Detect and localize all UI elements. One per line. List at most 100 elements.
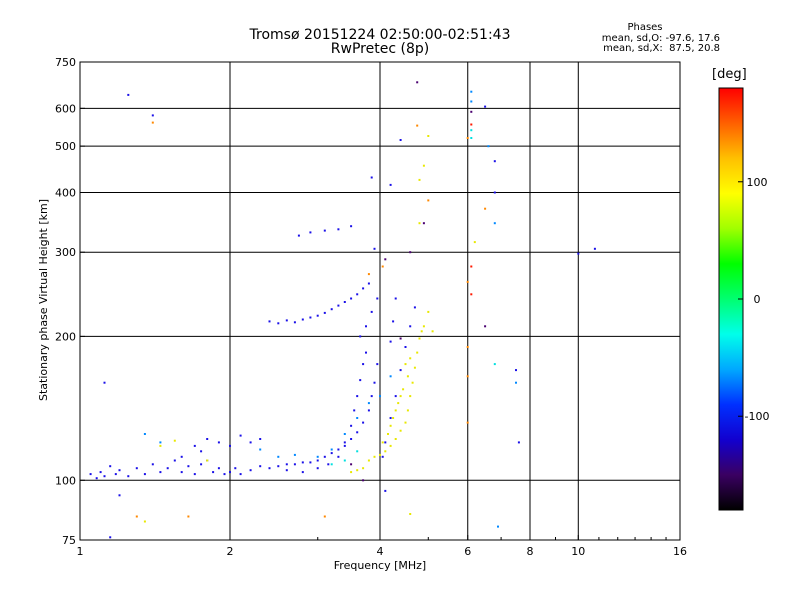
data-point	[409, 357, 412, 360]
data-point	[316, 459, 319, 462]
data-point	[394, 297, 397, 300]
data-point	[323, 455, 326, 458]
data-point	[418, 178, 421, 181]
data-point	[484, 105, 487, 108]
data-point	[259, 465, 262, 468]
data-point	[413, 366, 416, 369]
data-point	[470, 90, 473, 93]
data-point	[427, 199, 430, 202]
data-point	[406, 375, 409, 378]
data-point	[384, 489, 387, 492]
x-tick-label: 6	[464, 545, 471, 558]
y-tick-label: 100	[55, 474, 76, 487]
data-point	[427, 135, 430, 137]
data-point	[277, 465, 280, 468]
data-point	[402, 388, 405, 391]
data-point	[409, 251, 412, 254]
data-point	[470, 137, 473, 139]
data-point	[151, 114, 154, 117]
data-point	[309, 231, 312, 234]
data-point	[493, 363, 496, 366]
data-point	[431, 330, 434, 333]
x-axis-label: Frequency [MHz]	[334, 559, 426, 572]
data-point	[413, 306, 416, 309]
data-point	[143, 520, 146, 523]
data-point	[399, 395, 402, 398]
colorbar-tick-label: -100	[745, 410, 770, 423]
data-point	[356, 450, 359, 453]
data-point	[353, 409, 356, 412]
data-point	[323, 229, 326, 232]
colorbar-unit: [deg]	[712, 67, 747, 82]
data-point	[277, 322, 280, 325]
data-point	[229, 471, 231, 474]
phases-heading: Phases	[627, 22, 663, 33]
data-point	[316, 455, 319, 458]
phase-x-stats: mean, sd,X: 87.5, 20.8	[603, 43, 720, 54]
data-point	[356, 395, 359, 398]
data-point	[135, 515, 138, 518]
data-point	[418, 222, 421, 225]
data-point	[297, 234, 300, 237]
data-point	[103, 475, 106, 478]
data-point	[381, 455, 384, 458]
data-point	[389, 183, 392, 186]
data-point	[259, 438, 262, 440]
data-point	[389, 340, 392, 343]
data-point	[135, 467, 138, 470]
data-point	[379, 453, 381, 456]
data-point	[367, 402, 370, 405]
data-point	[422, 164, 425, 167]
data-point	[103, 381, 106, 384]
data-point	[466, 421, 469, 424]
data-point	[356, 417, 359, 419]
data-point	[416, 81, 419, 84]
data-point	[118, 494, 121, 497]
data-point	[200, 450, 203, 453]
data-point	[409, 513, 412, 515]
data-point	[376, 363, 379, 366]
y-tick-label: 600	[55, 102, 76, 115]
data-point	[337, 448, 340, 451]
data-point	[394, 409, 397, 412]
data-point	[389, 375, 392, 378]
data-point	[109, 536, 112, 539]
data-point	[497, 525, 499, 528]
data-point	[577, 252, 580, 255]
data-point	[392, 417, 395, 419]
data-point	[95, 477, 98, 480]
data-point	[593, 247, 596, 250]
data-point	[365, 351, 367, 354]
data-point	[416, 351, 419, 354]
colorbar-ticks: 100 0 -100	[738, 176, 769, 423]
data-point	[350, 424, 353, 427]
data-point	[362, 363, 365, 366]
x-tick-label: 8	[527, 545, 534, 558]
data-point	[470, 265, 473, 268]
y-axis-ticks: 75 100 200 300 400 500 600 750	[55, 56, 85, 547]
plot-subtitle: RwPretec (8p)	[330, 41, 430, 57]
data-point	[399, 139, 402, 141]
data-point	[470, 110, 473, 113]
data-point	[362, 467, 365, 470]
plot-title: Tromsø 20151224 02:50:00-02:51:43	[249, 27, 511, 43]
data-point	[365, 325, 367, 328]
y-tick-label: 75	[62, 534, 76, 547]
x-tick-label: 16	[673, 545, 687, 558]
data-point	[212, 471, 215, 474]
data-point	[356, 469, 359, 472]
data-point	[418, 337, 421, 340]
data-point	[484, 207, 487, 210]
data-point	[143, 473, 146, 476]
data-point	[389, 417, 392, 419]
data-point	[394, 395, 397, 398]
data-point	[350, 471, 353, 474]
data-point	[249, 441, 252, 444]
data-point	[285, 463, 288, 466]
y-axis-label: Stationary phase Virtual Height [km]	[37, 199, 50, 401]
data-point	[370, 310, 373, 313]
data-point	[166, 467, 169, 470]
y-tick-label: 400	[55, 186, 76, 199]
data-point	[409, 325, 412, 328]
